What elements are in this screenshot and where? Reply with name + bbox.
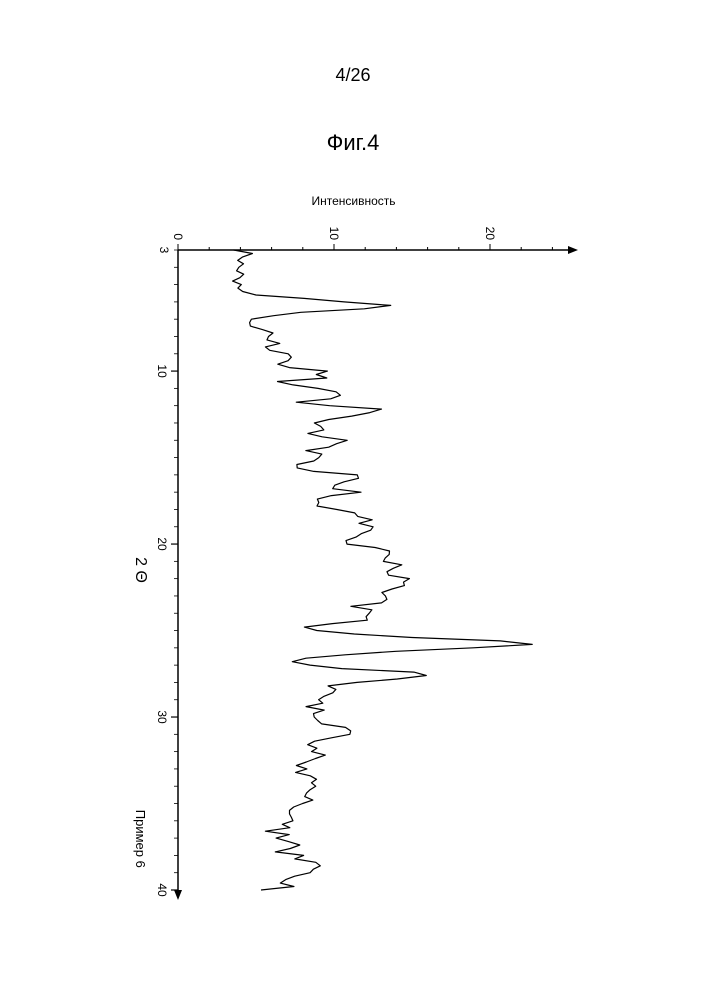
svg-text:3: 3 [157,247,171,254]
chart-container: 0 10 20 3 10 20 30 40 2 Θ Интенсивность Пример 6 [118,180,588,920]
svg-text:2 Θ: 2 Θ [132,557,149,583]
page-number: 4/26 [0,65,706,86]
svg-text:Пример 6: Пример 6 [133,810,148,868]
svg-text:20: 20 [483,227,497,241]
svg-text:40: 40 [155,883,169,897]
svg-text:Интенсивность: Интенсивность [311,194,395,208]
svg-text:0: 0 [171,233,185,240]
svg-text:30: 30 [155,710,169,724]
svg-text:10: 10 [327,227,341,241]
figure-title: Фиг.4 [0,130,706,156]
svg-text:10: 10 [155,364,169,378]
svg-text:20: 20 [155,537,169,551]
xrd-chart: 0 10 20 3 10 20 30 40 2 Θ Интенсивность Пример 6 [118,180,588,920]
